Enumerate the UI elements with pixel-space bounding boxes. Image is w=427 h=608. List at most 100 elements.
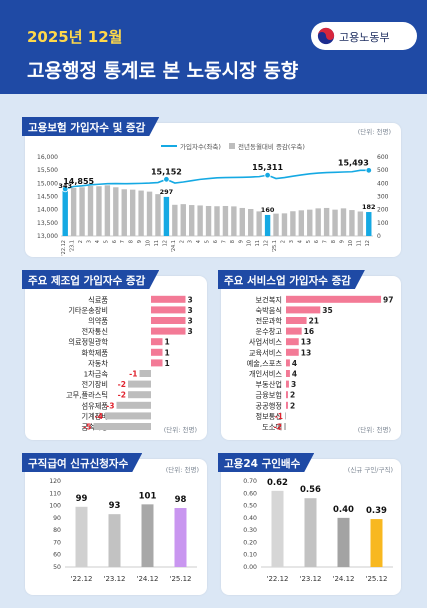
category-label: 전문과학 [256,317,283,326]
value-label: 1 [165,359,170,368]
value-label: -2 [274,423,282,432]
value-bar [370,519,383,567]
category-label: 섬유제품 [82,401,109,410]
right-axis-tick: 300 [377,194,389,201]
right-axis-tick: 600 [377,154,389,161]
y-axis-tick: 110 [49,490,61,497]
x-axis-tick: 8 [129,240,135,243]
x-axis-tick: 5 [306,240,312,243]
change-bar [70,187,77,236]
value-bar [284,423,286,430]
x-axis-tick: 7 [323,240,329,243]
change-bar [222,205,229,236]
x-axis-tick: '23.12 [300,575,322,583]
value-bar [128,380,151,388]
x-axis-tick: '24.12 [333,575,355,583]
insurance-chart: 가입자수(좌축) 전년동월대비 증감(우축) 13,000 13,500 14,000 1… [37,142,389,256]
value-label: 97 [383,295,393,304]
value-label: 2 [290,391,295,400]
x-axis-tick: 10 [247,240,253,246]
legend-bar-swatch [229,143,235,149]
value-bar [286,295,382,303]
manufacturing-unit: (단위: 천명) [163,426,197,434]
x-axis-tick: 3 [188,240,194,243]
category-label: 교육서비스 [249,348,282,357]
y-axis-tick: 0.20 [243,539,257,546]
insurance-unit: (단위: 천명) [357,128,391,136]
value-bar [286,401,288,409]
subscribers-label: 14,855 [63,177,94,186]
value-label: 1 [165,338,170,347]
change-bar [79,187,85,236]
value-label: 35 [322,306,332,315]
subscribers-point [163,176,170,183]
change-bar [96,186,102,236]
manufacturing-panel: 주요 제조업 가입자수 증감 (단위: 천명) 식료품 3 기타운송장비 3 의약품 3 전… [25,276,207,440]
change-label: 297 [160,188,174,196]
value-bar [151,317,186,324]
value-bar [304,498,317,567]
change-bar [129,189,136,236]
insurance-panel: 고용보험 가입자수 및 증감 (단위: 천명) 가입자수(좌축) 전년동월대비 증… [25,123,401,257]
left-axis-tick: 15,500 [37,167,58,174]
insurance-title: 고용보험 가입자수 및 증감 [22,117,159,136]
value-label: 13 [301,338,311,347]
change-bar [231,206,237,236]
value-label: 3 [188,306,193,315]
value-label: -3 [106,401,114,410]
manufacturing-chart: 식료품 3 기타운송장비 3 의약품 3 전자통신 3 의료정밀광학 1 화학제품 1 자동차 1 1차금속… [66,295,193,431]
left-axis-tick: 13,500 [37,220,58,227]
category-label: 부동산업 [256,380,282,389]
change-bar [256,211,262,236]
value-label: -4 [95,412,103,421]
category-label: 보건복지 [256,295,282,304]
left-axis-tick: 14,000 [37,207,58,214]
value-label: 2 [290,401,295,410]
value-bar [108,514,121,567]
value-bar [286,327,302,335]
category-label: 운수창고 [256,327,283,336]
services-panel: 주요 서비스업 가입자수 증감 (단위: 천명) 보건복지 97 숙박음식 35 전문과… [221,276,401,440]
value-label: 0.40 [333,505,354,515]
y-axis-tick: 0.60 [243,490,257,497]
value-bar [286,380,289,388]
category-label: 전기장비 [82,380,108,389]
subscribers-point [365,167,372,174]
right-axis-tick: 500 [377,167,389,174]
value-label: -1 [129,370,137,379]
value-bar [105,412,151,420]
x-axis-tick: 11 [255,240,261,246]
x-axis-tick: 6 [314,240,320,243]
x-axis-tick: 8 [230,240,236,243]
value-label: 0.62 [267,478,288,488]
y-axis-tick: 100 [49,503,61,510]
x-axis-tick: 5 [205,240,211,243]
category-label: 공공행정 [256,401,282,410]
x-axis-tick: '23.12 [104,575,126,583]
x-axis-tick: '23.1 [70,240,76,253]
change-label: 160 [261,206,275,214]
x-axis-tick: 5 [103,240,109,243]
x-axis-tick: 11 [356,240,362,246]
x-axis-tick: '24.1 [171,240,177,253]
openings-title: 고용24 구인배수 [218,453,314,472]
claims-title: 구직급여 신규신청자수 [22,453,142,472]
value-bar [286,359,290,367]
value-bar [141,504,154,567]
x-axis-tick: '22.12 [61,240,67,256]
change-bar [138,190,144,236]
x-axis-tick: 4 [297,240,303,243]
value-label: 93 [109,501,121,511]
change-bar [273,213,279,236]
category-label: 기계장비 [82,412,108,421]
y-axis-tick: 0.40 [243,515,257,522]
value-bar [286,370,290,377]
x-axis-tick: '25.12 [170,575,192,583]
manufacturing-title: 주요 제조업 가입자수 증감 [22,270,159,289]
change-bar [113,187,119,236]
change-bar [298,210,305,236]
category-label: 사업서비스 [249,338,282,347]
x-axis-tick: 3 [87,240,93,243]
change-bar [87,185,94,236]
